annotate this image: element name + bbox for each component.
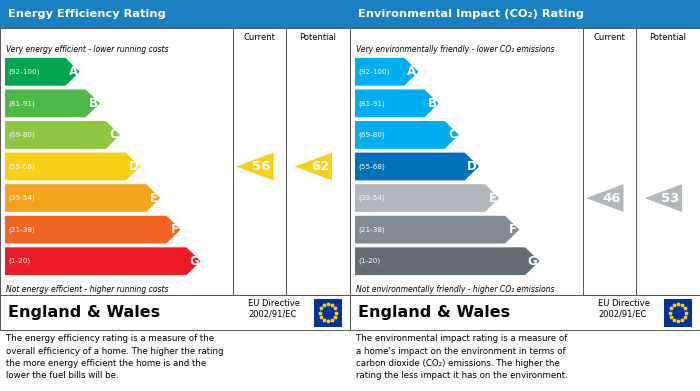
Bar (0, 295, 350, 330)
Text: E: E (150, 192, 158, 204)
Text: E: E (489, 192, 497, 204)
Text: Not energy efficient - higher running costs: Not energy efficient - higher running co… (6, 285, 169, 294)
Polygon shape (355, 184, 499, 212)
Text: G: G (189, 255, 199, 268)
Text: 46: 46 (602, 192, 621, 204)
Text: (21-38): (21-38) (8, 226, 35, 233)
Polygon shape (355, 121, 458, 149)
Bar (350, 28, 700, 295)
Text: (92-100): (92-100) (8, 68, 39, 75)
Text: C: C (109, 128, 118, 142)
Polygon shape (586, 184, 624, 212)
Polygon shape (5, 152, 140, 180)
Text: 56: 56 (252, 160, 271, 173)
Text: EU Directive
2002/91/EC: EU Directive 2002/91/EC (248, 299, 300, 318)
Text: D: D (467, 160, 477, 173)
Text: Very environmentally friendly - lower CO₂ emissions: Very environmentally friendly - lower CO… (356, 45, 554, 54)
Text: (81-91): (81-91) (358, 100, 385, 107)
Bar (664, 298, 692, 326)
Text: The environmental impact rating is a measure of
a home's impact on the environme: The environmental impact rating is a mea… (356, 334, 568, 380)
Polygon shape (5, 184, 160, 212)
Polygon shape (236, 152, 274, 180)
Text: England & Wales: England & Wales (8, 305, 160, 320)
Text: Very energy efficient - lower running costs: Very energy efficient - lower running co… (6, 45, 169, 54)
Text: A: A (69, 65, 78, 78)
Bar (350, 295, 700, 330)
Text: B: B (89, 97, 98, 110)
Text: Current: Current (594, 34, 625, 43)
Text: (55-68): (55-68) (358, 163, 385, 170)
Text: (1-20): (1-20) (358, 258, 380, 264)
Text: Potential: Potential (300, 34, 337, 43)
Bar (0, 28, 350, 295)
Polygon shape (295, 152, 332, 180)
Polygon shape (355, 248, 540, 275)
Text: D: D (128, 160, 138, 173)
Text: Not environmentally friendly - higher CO₂ emissions: Not environmentally friendly - higher CO… (356, 285, 554, 294)
Text: (92-100): (92-100) (358, 68, 389, 75)
Text: England & Wales: England & Wales (358, 305, 510, 320)
Text: A: A (407, 65, 416, 78)
Polygon shape (5, 58, 80, 86)
Text: The energy efficiency rating is a measure of the
overall efficiency of a home. T: The energy efficiency rating is a measur… (6, 334, 223, 380)
Text: (39-54): (39-54) (358, 195, 385, 201)
Polygon shape (355, 216, 519, 244)
Polygon shape (355, 152, 479, 180)
Bar (0, 0, 350, 28)
Bar (314, 298, 342, 326)
Polygon shape (5, 248, 201, 275)
Text: 62: 62 (311, 160, 329, 173)
Bar (350, 0, 700, 28)
Text: C: C (448, 128, 457, 142)
Text: (69-80): (69-80) (358, 132, 385, 138)
Text: Environmental Impact (CO₂) Rating: Environmental Impact (CO₂) Rating (358, 9, 584, 19)
Text: (55-68): (55-68) (8, 163, 35, 170)
Text: (39-54): (39-54) (8, 195, 35, 201)
Text: (69-80): (69-80) (8, 132, 35, 138)
Polygon shape (5, 90, 100, 117)
Text: (1-20): (1-20) (8, 258, 30, 264)
Text: 53: 53 (661, 192, 679, 204)
Polygon shape (5, 216, 181, 244)
Polygon shape (645, 184, 682, 212)
Text: (81-91): (81-91) (8, 100, 35, 107)
Polygon shape (355, 90, 439, 117)
Text: Current: Current (244, 34, 275, 43)
Text: EU Directive
2002/91/EC: EU Directive 2002/91/EC (598, 299, 650, 318)
Text: Potential: Potential (650, 34, 687, 43)
Text: (21-38): (21-38) (358, 226, 385, 233)
Text: B: B (428, 97, 437, 110)
Text: F: F (171, 223, 178, 236)
Polygon shape (5, 121, 120, 149)
Text: G: G (528, 255, 538, 268)
Text: Energy Efficiency Rating: Energy Efficiency Rating (8, 9, 166, 19)
Text: F: F (510, 223, 517, 236)
Polygon shape (355, 58, 419, 86)
